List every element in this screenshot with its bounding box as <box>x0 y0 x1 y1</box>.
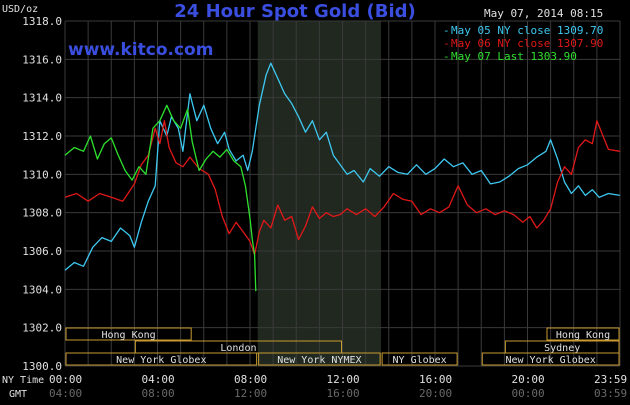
session-bar: New York Globex <box>481 352 620 366</box>
x-tick-ny: 08:00 <box>234 373 267 386</box>
legend-entry-red: May 06 NY close 1307.90 <box>451 37 603 50</box>
session-label: New York Globex <box>116 355 206 366</box>
x-tick-ny: 20:00 <box>512 373 545 386</box>
y-tick-label: 1308.0 <box>22 207 62 220</box>
y-tick-label: 1302.0 <box>22 322 62 335</box>
x-row-label-ny: NY Time <box>2 375 44 386</box>
x-tick-gmt: 08:00 <box>142 387 175 400</box>
series-line-blue <box>64 62 620 271</box>
session-box <box>65 352 258 366</box>
site-watermark: www.kitco.com <box>68 40 213 60</box>
legend-entry-blue: May 05 NY close 1309.70 <box>451 24 603 37</box>
series-line-green <box>64 104 257 292</box>
y-tick-label: 1314.0 <box>22 92 62 105</box>
x-tick-ny: 23:59 <box>594 373 627 386</box>
y-tick-label: 1318.0 <box>22 15 62 28</box>
series-line-red <box>64 120 620 256</box>
x-tick-gmt: 12:00 <box>234 387 267 400</box>
x-tick-gmt: 03:59 <box>594 387 627 400</box>
x-tick-gmt: 16:00 <box>327 387 360 400</box>
legend-dash: - <box>443 50 450 63</box>
x-tick-ny: 00:00 <box>49 373 82 386</box>
x-tick-gmt: 04:00 <box>49 387 82 400</box>
y-tick-label: 1310.0 <box>22 168 62 181</box>
session-label: New York Globex <box>505 355 595 366</box>
legend-entry-green: May 07 Last 1303.90 <box>451 50 577 63</box>
session-box <box>258 352 381 366</box>
y-tick-label: 1316.0 <box>22 53 62 66</box>
x-tick-ny: 16:00 <box>419 373 452 386</box>
session-box <box>65 327 192 341</box>
chart-date: May 07, 2014 08:15 <box>484 7 603 20</box>
y-axis-unit: USD/oz <box>2 4 38 15</box>
x-tick-gmt: 20:00 <box>419 387 452 400</box>
session-label: Sydney <box>544 343 580 354</box>
y-tick-label: 1306.0 <box>22 245 62 258</box>
x-row-label-gmt: GMT <box>9 389 27 400</box>
x-tick-ny: 04:00 <box>142 373 175 386</box>
session-bar: New York Globex <box>65 352 258 366</box>
legend-dash: - <box>443 37 450 50</box>
y-tick-label: 1304.0 <box>22 283 62 296</box>
session-bar: Hong Kong <box>546 327 620 341</box>
x-tick-gmt: 00:00 <box>512 387 545 400</box>
session-label: Hong Kong <box>102 330 156 341</box>
legend-dash: - <box>443 24 450 37</box>
session-label: Hong Kong <box>556 330 610 341</box>
y-tick-label: 1300.0 <box>22 360 62 373</box>
session-box <box>481 352 620 366</box>
session-label: London <box>220 343 256 354</box>
x-tick-ny: 12:00 <box>327 373 360 386</box>
chart-title: 24 Hour Spot Gold (Bid) <box>174 1 415 22</box>
session-box <box>381 352 458 366</box>
session-label: NY Globex <box>393 355 447 366</box>
session-bar: Hong Kong <box>65 327 192 341</box>
session-label: New York NYMEX <box>277 355 361 366</box>
session-bar: New York NYMEX <box>258 352 381 366</box>
session-box <box>546 327 620 341</box>
session-bar: NY Globex <box>381 352 458 366</box>
y-tick-label: 1312.0 <box>22 130 62 143</box>
